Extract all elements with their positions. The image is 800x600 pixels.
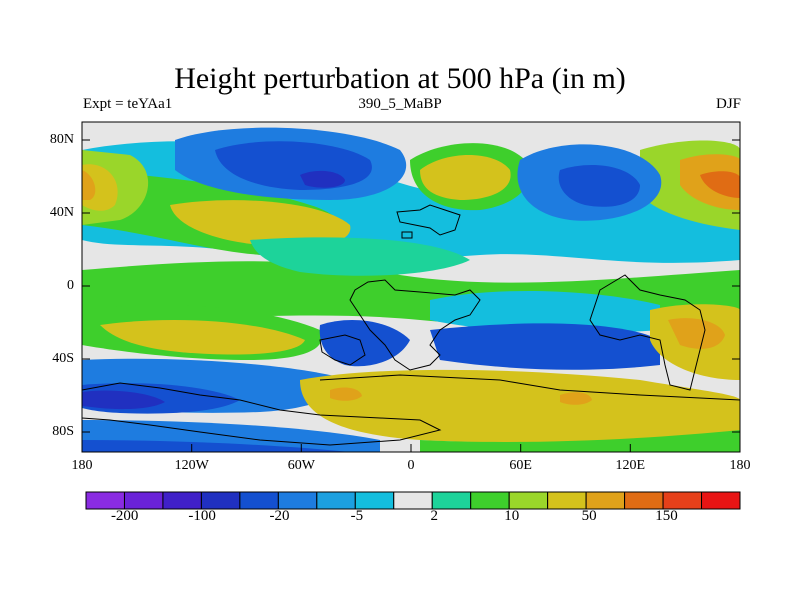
colorbar-swatch (239, 491, 279, 510)
colorbar-label: 10 (504, 508, 520, 524)
field-low-asia-2 (558, 165, 640, 207)
colorbar-swatch (431, 491, 472, 510)
plot-title: Height perturbation at 500 hPa (in m) (174, 62, 626, 95)
field-band-cyan-tropics (430, 290, 660, 333)
field-band-darkorange-ne (700, 171, 740, 198)
lon-label-0: 0 (407, 458, 415, 473)
colorbar-swatch (701, 491, 741, 510)
coastlines (82, 204, 740, 446)
colorbar-swatch (585, 491, 626, 510)
colorbar-label: -5 (350, 508, 364, 524)
lon-label-180w: 180 (71, 458, 93, 473)
field-band-orange-so (330, 387, 362, 401)
colorbar-label: 150 (655, 508, 678, 524)
colorbar-swatch (354, 491, 395, 510)
experiment-label: Expt = teYAa1 (83, 96, 173, 112)
colorbar-swatch (393, 491, 433, 510)
colorbar-swatch (508, 491, 549, 510)
colorbar-swatch (200, 491, 241, 510)
lat-label-80s: 80S (52, 424, 74, 439)
lat-label-40n: 40N (49, 205, 74, 220)
colorbar-label: 50 (581, 508, 597, 524)
season-label: DJF (715, 96, 741, 112)
lon-label-120w: 120W (174, 458, 209, 473)
contour-field (82, 122, 740, 452)
field-band-blue-s (430, 323, 660, 370)
colorbar (85, 491, 741, 510)
colorbar-swatch (85, 491, 125, 510)
colorbar-label: 2 (430, 508, 439, 524)
field-band-yellow-n3 (420, 155, 511, 200)
field-low-sa (319, 320, 410, 367)
field-band-orange-nw (82, 170, 96, 200)
field-band-yellow-so (300, 369, 740, 444)
colorbar-swatch (123, 491, 164, 510)
lon-label-120e: 120E (615, 458, 646, 473)
lon-label-60e: 60E (509, 458, 532, 473)
field-band-yellow-n2 (170, 200, 351, 247)
lat-label-40s: 40S (52, 351, 74, 366)
field-band-orange-so2 (560, 392, 592, 405)
colorbar-swatch (662, 491, 703, 510)
colorbar-swatch (316, 491, 356, 510)
colorbar-label: -20 (269, 508, 290, 524)
lon-label-60w: 60W (287, 458, 315, 473)
field-band-darkblue-polar (82, 440, 350, 452)
lon-ticks (81, 444, 741, 452)
colorbar-label: -100 (188, 508, 216, 524)
field-band-orange-se (668, 318, 725, 349)
run-id-label: 390_5_MaBP (358, 96, 442, 112)
field-band-indigo-so (82, 390, 165, 410)
colorbar-swatch (277, 491, 318, 510)
field-band-yellow-s (100, 320, 305, 355)
lat-ticks (82, 139, 740, 433)
lon-label-180e: 180 (729, 458, 751, 473)
field-band-green-polar (420, 430, 740, 452)
colorbar-label: -200 (110, 508, 139, 524)
field-low-na-3 (300, 170, 345, 188)
lat-label-eq: 0 (67, 278, 74, 293)
colorbar-swatch (547, 491, 587, 510)
colorbar-swatch (162, 491, 202, 510)
colorbar-swatch (470, 491, 510, 510)
colorbar-swatch (624, 491, 664, 510)
field-band-teal-tropics (250, 237, 470, 276)
lat-label-80n: 80N (49, 132, 74, 147)
